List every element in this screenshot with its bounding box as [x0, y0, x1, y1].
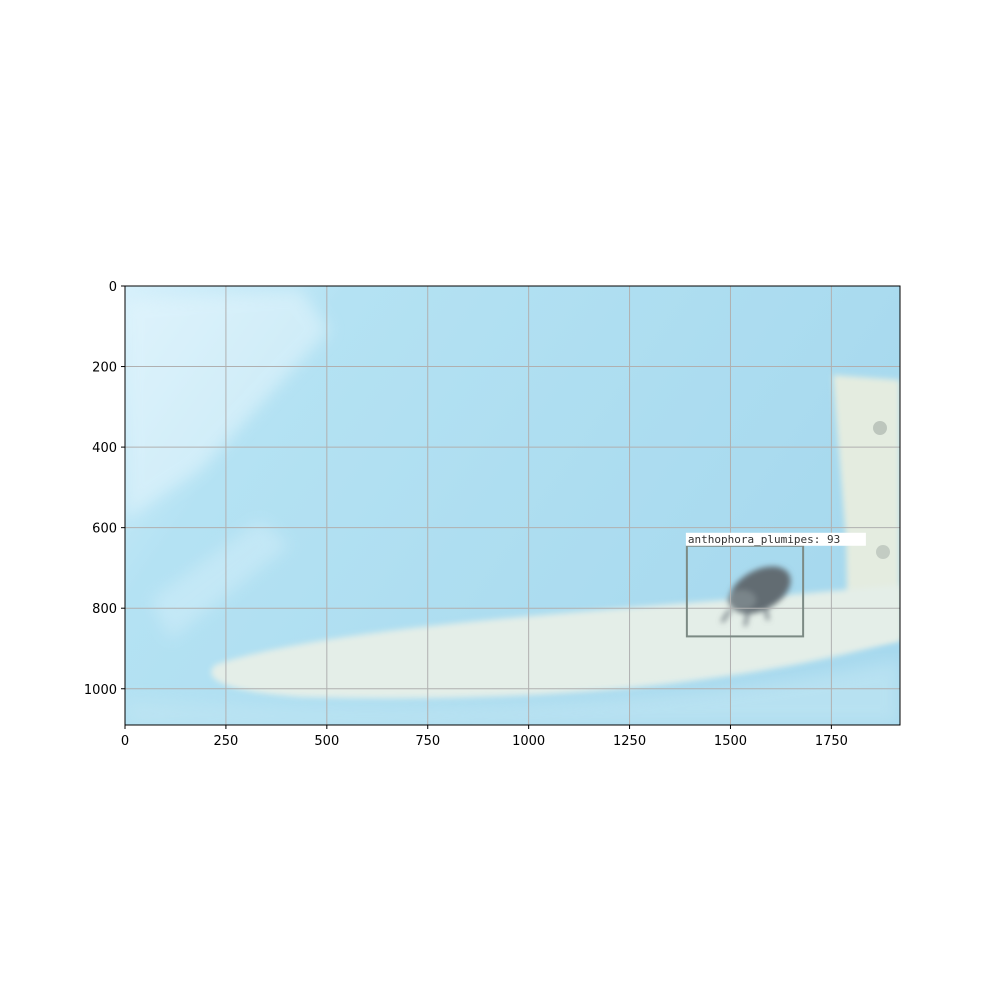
y-axis: 0 200 400 600 800 1000	[84, 280, 125, 698]
photo	[125, 286, 900, 725]
x-tick-label: 500	[314, 734, 339, 749]
detections: anthophora_plumipes: 93	[685, 532, 866, 638]
grid	[125, 286, 900, 725]
ledge-lower	[125, 660, 900, 725]
x-tick-label: 250	[213, 734, 238, 749]
y-tick-label: 1000	[84, 683, 117, 698]
panel-hole-icon	[873, 421, 887, 435]
x-tick-label: 1000	[512, 734, 545, 749]
insect	[720, 566, 791, 627]
panel-hole-icon	[876, 545, 890, 559]
x-tick-label: 0	[121, 734, 129, 749]
y-tick-label: 800	[92, 602, 117, 617]
x-tick-label: 750	[415, 734, 440, 749]
glare-streak-2	[150, 520, 290, 640]
detection-label-background	[685, 532, 866, 546]
y-tick-label: 400	[92, 441, 117, 456]
x-tick-label: 1750	[815, 734, 848, 749]
y-tick-label: 0	[109, 280, 117, 295]
x-tick-label: 1500	[714, 734, 747, 749]
y-tick-label: 200	[92, 361, 117, 376]
x-tick-label: 1250	[613, 734, 646, 749]
detection-label: anthophora_plumipes: 93	[688, 533, 840, 546]
x-axis: 0 250 500 750 1000 1250 1500 1750	[121, 725, 848, 749]
y-tick-label: 600	[92, 522, 117, 537]
glare-streak	[125, 290, 330, 520]
white-panel	[833, 375, 900, 645]
axes-frame	[124, 285, 901, 726]
